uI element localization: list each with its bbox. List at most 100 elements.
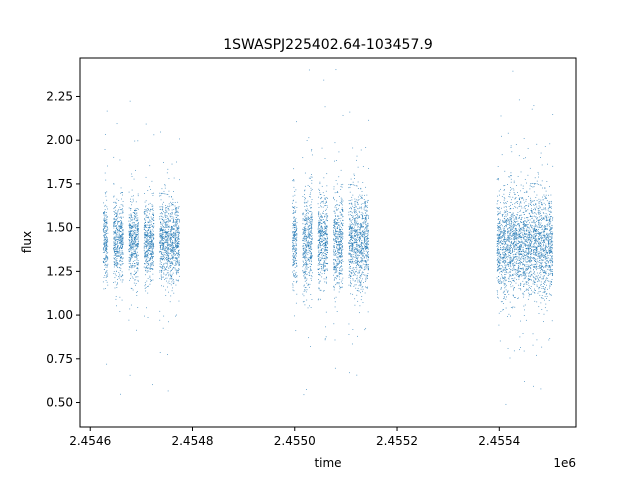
data-point xyxy=(365,209,367,211)
data-point xyxy=(367,286,368,288)
data-point xyxy=(134,270,136,272)
data-point xyxy=(356,217,357,219)
data-point xyxy=(317,246,319,248)
data-point xyxy=(106,239,108,241)
data-point xyxy=(114,246,116,248)
data-point xyxy=(132,224,134,226)
data-point xyxy=(306,214,308,216)
data-point xyxy=(302,228,304,230)
data-point xyxy=(150,247,152,249)
data-point xyxy=(359,239,360,241)
data-point xyxy=(338,151,340,153)
data-point xyxy=(293,315,295,317)
data-point xyxy=(128,220,130,222)
data-point xyxy=(310,226,312,228)
data-point xyxy=(120,230,122,232)
data-point xyxy=(122,257,124,259)
data-point xyxy=(341,245,343,247)
data-point xyxy=(321,273,323,275)
data-point xyxy=(105,222,107,224)
data-point xyxy=(118,233,120,235)
data-point xyxy=(320,231,321,233)
data-point xyxy=(349,243,351,244)
data-point xyxy=(365,278,367,280)
data-point xyxy=(115,251,117,252)
data-point xyxy=(167,235,169,237)
data-point xyxy=(365,221,367,223)
data-point xyxy=(168,213,170,215)
data-point xyxy=(135,251,137,253)
data-point xyxy=(353,236,355,238)
data-point xyxy=(357,261,359,262)
data-point xyxy=(136,267,138,269)
data-point xyxy=(107,240,109,242)
data-point xyxy=(130,230,132,232)
data-point xyxy=(170,238,172,240)
data-point xyxy=(334,222,336,224)
data-point xyxy=(169,240,171,242)
data-point xyxy=(159,233,161,235)
data-point xyxy=(129,227,130,229)
data-point xyxy=(304,202,306,204)
data-point xyxy=(116,262,118,263)
data-point xyxy=(103,231,105,233)
data-point xyxy=(319,233,321,235)
data-point xyxy=(176,263,178,265)
data-point xyxy=(178,241,180,242)
data-point xyxy=(149,283,151,285)
data-point xyxy=(105,288,106,289)
data-point xyxy=(358,236,360,238)
data-point xyxy=(339,267,341,268)
data-point xyxy=(334,266,336,267)
data-point xyxy=(355,253,357,255)
data-point xyxy=(320,229,322,231)
data-point xyxy=(178,237,179,239)
data-point xyxy=(337,204,338,206)
data-point xyxy=(339,247,341,249)
data-point xyxy=(136,248,138,250)
data-point xyxy=(359,208,361,209)
data-point xyxy=(170,234,172,235)
data-point xyxy=(339,285,340,287)
data-point xyxy=(333,323,335,325)
data-point xyxy=(354,242,356,243)
data-point xyxy=(164,232,166,233)
data-point xyxy=(348,277,350,279)
data-point xyxy=(104,246,105,248)
data-point xyxy=(322,202,324,204)
data-point xyxy=(106,206,108,208)
data-point xyxy=(151,229,153,231)
data-point xyxy=(365,215,367,216)
data-point xyxy=(366,263,368,265)
data-point xyxy=(117,237,119,238)
data-point xyxy=(164,215,166,217)
data-point xyxy=(144,285,146,287)
data-point xyxy=(334,269,336,271)
data-point xyxy=(324,257,326,259)
data-point xyxy=(308,274,310,276)
data-point xyxy=(138,223,139,225)
data-point xyxy=(355,229,356,231)
data-point xyxy=(348,243,350,244)
data-point xyxy=(339,260,341,262)
data-point xyxy=(305,228,307,229)
data-point xyxy=(117,229,119,231)
data-point xyxy=(311,218,313,220)
data-point xyxy=(161,212,163,214)
data-point xyxy=(354,221,355,223)
data-point xyxy=(350,228,352,230)
data-point xyxy=(323,177,325,179)
data-point xyxy=(368,268,369,270)
data-point xyxy=(132,265,134,266)
data-point xyxy=(304,216,306,218)
data-point xyxy=(104,226,106,228)
data-point xyxy=(160,244,162,246)
data-point xyxy=(130,209,132,211)
data-point xyxy=(366,248,368,250)
data-point xyxy=(130,242,131,244)
data-point xyxy=(357,281,359,283)
data-point xyxy=(359,284,361,286)
data-point xyxy=(150,253,152,254)
data-point xyxy=(115,235,117,237)
